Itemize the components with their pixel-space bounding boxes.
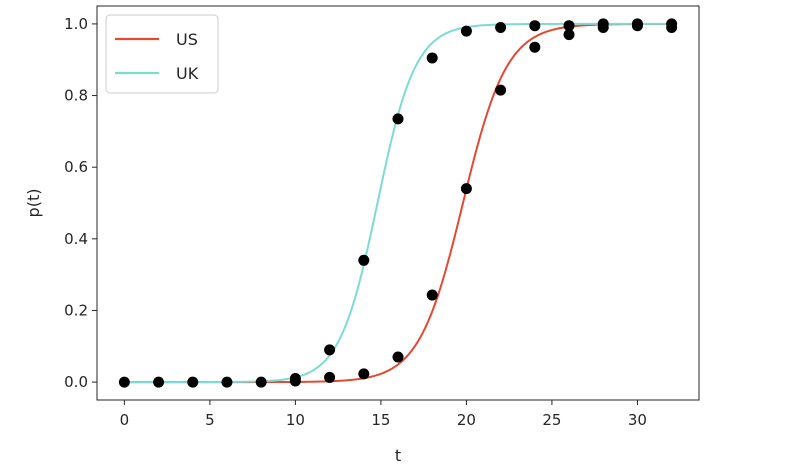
data-point — [426, 289, 438, 301]
legend: US UK — [105, 14, 219, 94]
data-point — [324, 344, 336, 356]
data-point — [324, 371, 336, 383]
data-point — [563, 20, 575, 32]
data-point — [529, 41, 541, 53]
y-tick-label: 0.0 — [64, 373, 88, 391]
data-point — [495, 21, 507, 33]
data-point — [460, 183, 472, 195]
legend-label-uk: UK — [176, 64, 199, 83]
x-tick-label: 0 — [120, 411, 130, 429]
data-point — [153, 376, 165, 388]
data-point — [563, 29, 575, 41]
y-tick-label: 1.0 — [64, 15, 88, 33]
axes-frame — [96, 5, 700, 401]
data-point — [597, 18, 609, 30]
data-point — [221, 376, 233, 388]
data-point — [529, 20, 541, 32]
points-layer — [118, 18, 678, 388]
data-point — [392, 351, 404, 363]
legend-box — [105, 14, 219, 94]
y-axis-label: p(t) — [24, 189, 43, 218]
x-tick-label: 20 — [457, 411, 476, 429]
y-tick-label: 0.2 — [64, 301, 88, 319]
x-tick-label: 5 — [205, 411, 215, 429]
data-point — [118, 376, 130, 388]
x-tick-label: 10 — [286, 411, 305, 429]
x-axis-label: t — [395, 446, 401, 465]
data-point — [495, 84, 507, 96]
x-tick-label: 15 — [371, 411, 390, 429]
y-tick-label: 0.8 — [64, 87, 88, 105]
data-point — [187, 376, 199, 388]
x-tick-label: 30 — [628, 411, 647, 429]
data-point — [666, 18, 678, 30]
data-point — [358, 254, 370, 266]
y-tick-label: 0.4 — [64, 230, 88, 248]
plot-area — [118, 18, 678, 388]
y-tick-label: 0.6 — [64, 158, 88, 176]
data-point — [631, 18, 643, 30]
x-axis-ticks: 0 5 10 15 20 25 30 — [120, 400, 647, 429]
data-point — [460, 25, 472, 37]
legend-label-us: US — [176, 30, 198, 49]
x-tick-label: 25 — [542, 411, 561, 429]
data-point — [358, 368, 370, 380]
data-point — [289, 373, 301, 385]
data-point — [392, 113, 404, 125]
y-axis-ticks: 0.0 0.2 0.4 0.6 0.8 1.0 — [64, 15, 97, 391]
data-point — [426, 52, 438, 64]
data-point — [255, 376, 267, 388]
